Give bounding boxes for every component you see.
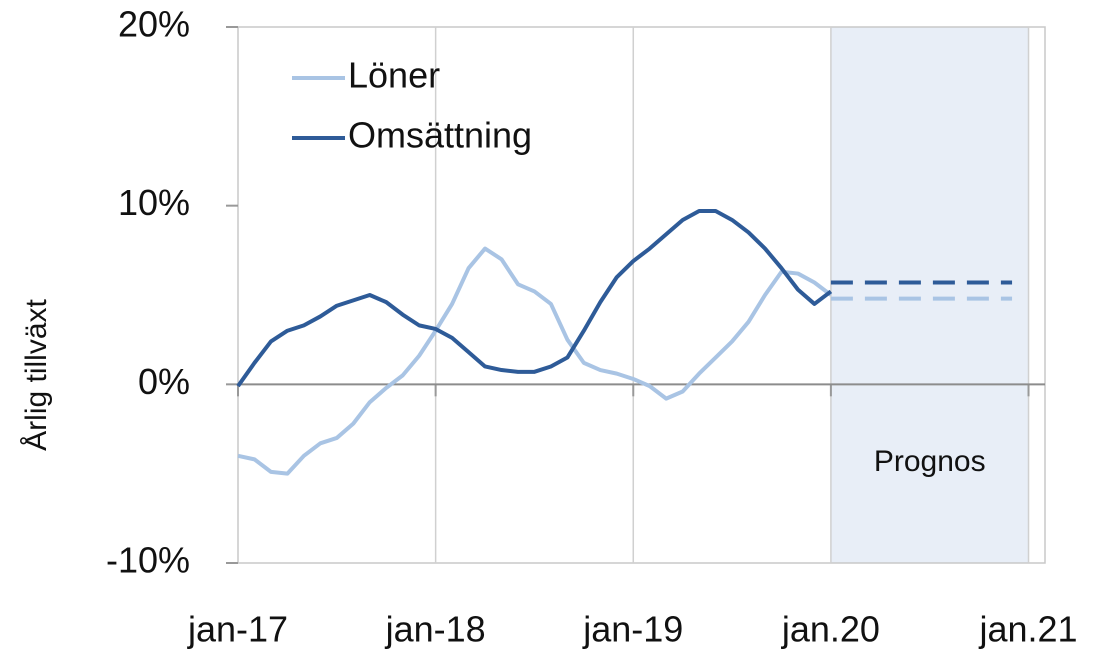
forecast-label: Prognos	[874, 445, 986, 478]
plot-border	[237, 26, 1046, 564]
x-tick-label: jan-19	[582, 609, 683, 650]
y-axis-label: Årlig tillväxt	[20, 298, 53, 450]
line-series	[237, 246, 833, 476]
y-tick-label: 0%	[138, 361, 190, 402]
legend-label: Löner	[348, 55, 440, 96]
x-tick-label: jan.21	[978, 609, 1077, 650]
x-tick-label: jan-18	[385, 609, 486, 650]
y-tick-label: -10%	[106, 540, 190, 581]
y-tick-label: 20%	[118, 4, 190, 45]
line-series	[236, 209, 833, 388]
x-tick-label: jan-17	[187, 609, 288, 650]
forecast-region	[830, 27, 1029, 563]
y-tick-label: 10%	[118, 182, 190, 223]
x-tick-label: jan.20	[781, 609, 880, 650]
legend-label: Omsättning	[348, 115, 532, 156]
